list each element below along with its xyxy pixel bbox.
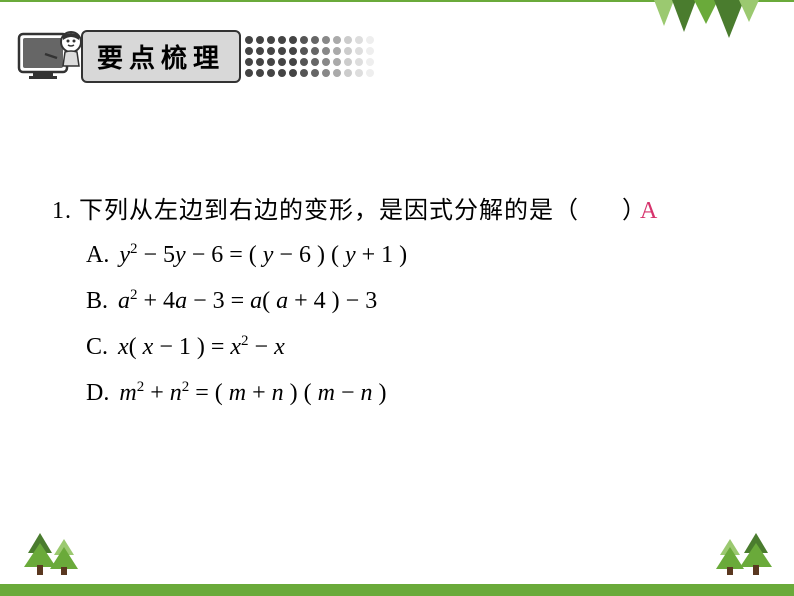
question-text: 1. 下列从左边到右边的变形，是因式分解的是（ A ） [52, 190, 744, 232]
option-b-expr: a2 + 4a − 3 = a( a + 4 ) − 3 [118, 288, 377, 314]
teacher-icon [15, 28, 75, 84]
option-a: A. y2 − 5y − 6 = ( y − 6 ) ( y + 1 ) [86, 232, 744, 278]
option-b-label: B. [86, 288, 108, 314]
triangles-top-icon [644, 0, 764, 40]
question-stem: 下列从左边到右边的变形，是因式分解的是（ [79, 198, 579, 224]
tree-right-icon [714, 525, 774, 586]
tree-left-icon [20, 525, 80, 586]
bottom-bar [0, 584, 794, 596]
section-title: 要点梳理 [81, 30, 241, 83]
dot-pattern-icon [245, 36, 374, 77]
content-area: 1. 下列从左边到右边的变形，是因式分解的是（ A ） A. y2 − 5y −… [52, 190, 744, 416]
option-c-expr: x( x − 1 ) = x2 − x [118, 334, 285, 360]
option-d-expr: m2 + n2 = ( m + n ) ( m − n ) [119, 380, 386, 406]
option-d: D. m2 + n2 = ( m + n ) ( m − n ) [86, 370, 744, 416]
option-c: C. x( x − 1 ) = x2 − x [86, 324, 744, 370]
section-title-text: 要点梳理 [97, 43, 225, 73]
header-section: 要点梳理 [15, 28, 374, 84]
bottom-decoration [0, 536, 794, 596]
triangle-group [644, 0, 764, 45]
option-d-label: D. [86, 380, 109, 406]
question-number: 1. [52, 198, 72, 224]
answer-letter: A [640, 190, 658, 232]
option-a-expr: y2 − 5y − 6 = ( y − 6 ) ( y + 1 ) [119, 242, 407, 268]
top-decoration [0, 0, 794, 30]
option-a-label: A. [86, 242, 109, 268]
option-c-label: C. [86, 334, 108, 360]
option-b: B. a2 + 4a − 3 = a( a + 4 ) − 3 [86, 278, 744, 324]
